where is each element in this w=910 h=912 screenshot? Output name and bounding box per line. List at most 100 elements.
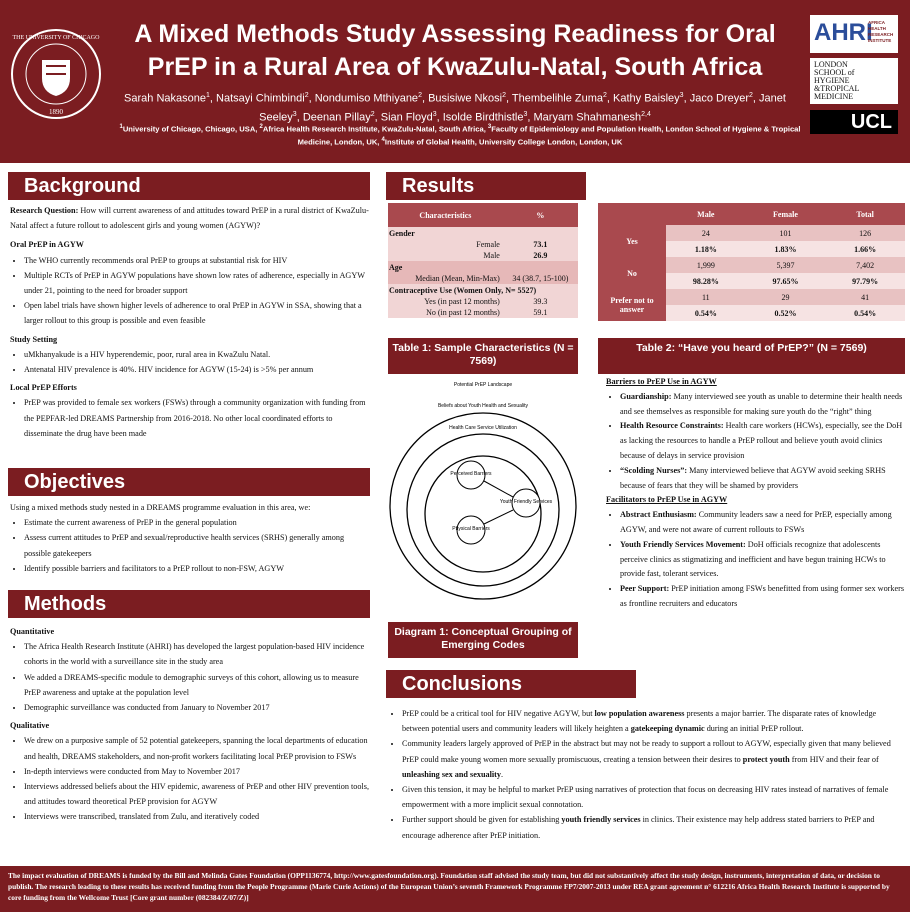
bullet: PrEP could be a critical tool for HIV ne… [402,706,905,736]
text: . [500,769,504,779]
cell-count: 41 [861,292,870,302]
cell-count: 5,397 [776,260,795,270]
subsection-title: Facilitators to PrEP Use in AGYW [606,495,728,505]
methods: Quantitative The Africa Health Research I… [10,621,370,861]
bullet-text: Health care workers (HCWs), especially, … [620,421,903,460]
table-row: 1.18% 1.83% 1.66% [598,241,905,257]
bullet-label: Abstract Enthusiasm: [620,510,697,520]
bullet-text: Community leaders saw a need for PrEP, e… [620,510,892,534]
bold-text: unleashing sex and sexuality [402,769,501,779]
question-label: Research Question: [10,206,79,215]
bullet-text: Many interviewed see youth as unable to … [620,391,903,416]
bullet: Interviews addressed beliefs about the H… [24,779,370,809]
bullet: Identify possible barriers and facilitat… [24,561,370,576]
cell-count: 1,999 [696,260,715,270]
bullet: Estimate the current awareness of PrEP i… [24,515,370,530]
research-question: Research Question: How will current awar… [10,203,370,233]
cell-count: 7,402 [856,260,875,270]
subsection-title: Quantitative [10,627,55,636]
lshtm-line: &TROPICAL [814,84,860,93]
table-row: Contraceptive Use (Women Only, N= 5527) [388,284,578,296]
objectives: Using a mixed methods study nested in a … [10,500,370,586]
bullet-list: PrEP was provided to female sex workers … [10,395,370,441]
cell-count: 11 [701,292,710,302]
bullet-list: Abstract Enthusiasm: Community leaders s… [606,508,906,612]
author-affiliation: 3 [292,110,297,118]
bullet: We added a DREAMS-specific module to dem… [24,670,370,700]
diagram-label: Physical Barriers [452,526,490,532]
footer: The impact evaluation of DREAMS is funde… [0,866,910,912]
table-header-row: Male Female Total [598,203,905,225]
cell-percent: 1.83% [774,244,797,254]
table-row: 0.54% 0.52% 0.54% [598,305,905,321]
ahri-logo: AHRI AFRICA HEALTH RESEARCH INSTITUTE [810,15,898,53]
table: Characteristics% Gender Female 73.1 Male 26.9… [388,203,578,318]
bullet: Health Resource Constraints: Health care… [620,419,906,463]
conclusions: PrEP could be a critical tool for HIV ne… [388,706,905,862]
bullet-list: uMkhanyakude is a HIV hyperendemic, poor… [10,347,370,377]
seal-name: THE UNIVERSITY OF CHICAGO [13,35,101,41]
bullet: Guardianship: Many interviewed see youth… [620,390,906,420]
bullet: Given this tension, it may be helpful to… [402,782,905,812]
lshtm-logo: LONDON SCHOOL of HYGIENE &TROPICAL MEDICINE [810,58,898,104]
cell-percent: 1.18% [694,244,717,254]
affiliation-number: 2 [259,124,263,130]
bullet: PrEP was provided to female sex workers … [24,395,370,441]
row-label: Median (Mean, Min-Max) [415,274,500,283]
section-heading: Background [8,172,370,200]
text: PrEP could be a critical tool for HIV ne… [402,709,595,718]
text: Further support should be given for esta… [402,815,562,825]
cell-value: 34 (38.7, 15-100) [512,274,569,283]
author-name: Sarah Nakasone [124,92,206,105]
author-name: Maryam Shahmanesh [533,111,642,124]
section-heading: Results [386,172,586,200]
author-affiliation: 2 [418,92,422,99]
table-row: Median (Mean, Min-Max) 34 (38.7, 15-100) [388,273,578,284]
table-row: Yes 24 101 126 [598,225,905,257]
cell-percent: 1.66% [854,244,877,254]
seal: THE UNIVERSITY OF CHICAGO 1890 [11,29,101,119]
bullet: Community leaders largely approved of Pr… [402,736,905,782]
table-row: Female 73.1 [388,239,578,250]
affiliation-text: Africa Health Research Institute, KwaZul… [262,124,488,134]
bullet-label: “Scolding Nurses”: [620,465,688,475]
row-label: No (in past 12 months) [426,308,500,317]
affiliation-number: 3 [487,124,492,130]
affiliations: 1University of Chicago, Chicago, USA, 2A… [115,122,805,147]
section-heading: Methods [8,590,370,618]
lshtm-line: MEDICINE [814,92,854,101]
author-name: Isolde Birdthistle [442,111,524,124]
author-name: Nondumiso Mthiyane [314,92,419,105]
cell-percent: 97.65% [772,276,799,286]
row-label: No [598,257,666,289]
author-affiliation: 2 [602,92,607,99]
bullet: Assess current attitudes to PrEP and sex… [24,530,370,560]
bullet: In-depth interviews were conducted from … [24,764,370,779]
affiliation-text: University of Chicago, Chicago, USA, [122,124,260,134]
table-row: Age [388,261,578,273]
table-row: Prefer not to answer 11 29 41 [598,289,905,321]
cell-count: 29 [781,292,790,302]
table-row: No 1,999 5,397 7,402 [598,257,905,289]
diagram-caption: Diagram 1: Conceptual Grouping of Emergi… [388,622,578,658]
bullet-label: Peer Support: [620,584,670,594]
author-affiliation: 2 [304,92,309,99]
row-label: Yes (in past 12 months) [424,297,500,306]
cell-value: 26.9 [533,251,548,260]
group-label: Age [389,263,403,272]
table-caption: Table 1: Sample Characteristics (N = 756… [388,338,578,374]
cell-percent: 0.54% [854,308,877,318]
diagram-label: Health Care Service Utilization [449,425,517,431]
author-name: Kathy Baisley [613,92,680,105]
bullet: The WHO currently recommends oral PrEP t… [24,253,370,268]
row-label: Prefer not to answer [598,289,666,321]
bullet: Peer Support: PrEP initiation among FSWs… [620,582,906,612]
bullet: Further support should be given for esta… [402,812,905,842]
bullet-text: Many interviewed believe that AGYW avoid… [620,465,886,490]
bullet: Antenatal HIV prevalence is 40%. HIV inc… [24,362,370,377]
text: from HIV and their fear of [789,754,879,764]
author-name: Natsayi Chimbindi [216,92,305,105]
subsection-title: Local PrEP Efforts [10,383,77,393]
bold-text: low population awareness [594,709,685,718]
